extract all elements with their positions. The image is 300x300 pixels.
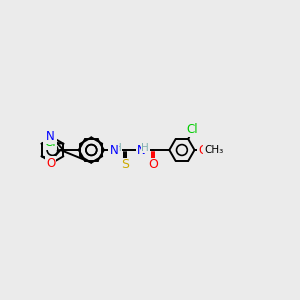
Text: H: H xyxy=(141,142,149,153)
Text: N: N xyxy=(137,143,146,157)
Text: N: N xyxy=(46,130,55,143)
Text: Cl: Cl xyxy=(186,123,198,136)
Text: O: O xyxy=(198,143,207,157)
Text: CH₃: CH₃ xyxy=(204,145,223,155)
Text: S: S xyxy=(121,158,129,172)
Text: H: H xyxy=(113,142,121,153)
Text: N: N xyxy=(110,143,118,157)
Text: Cl: Cl xyxy=(44,136,56,149)
Text: O: O xyxy=(46,157,55,170)
Text: O: O xyxy=(148,158,158,172)
